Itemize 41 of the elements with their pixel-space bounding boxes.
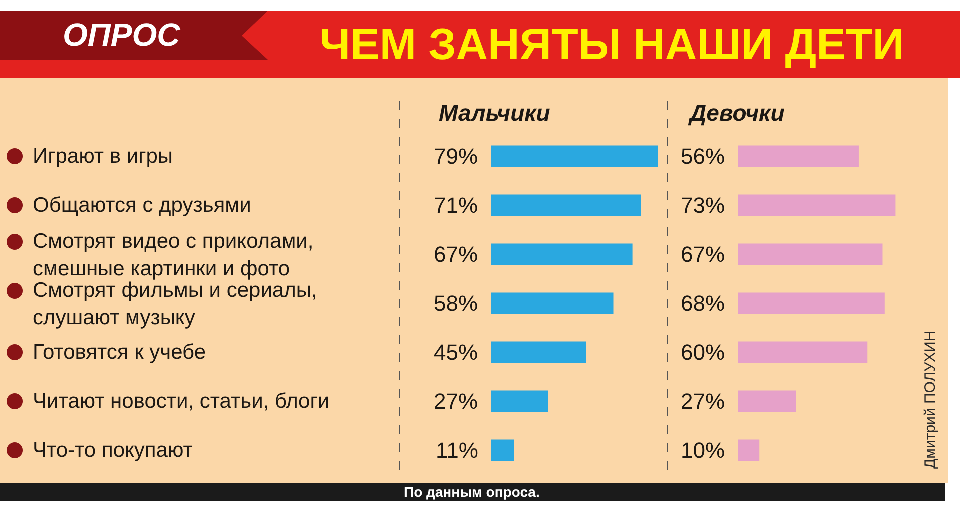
bar [738, 342, 868, 364]
data-label: 67% [681, 242, 726, 267]
series-label: Мальчики [439, 100, 550, 126]
bar [738, 292, 885, 314]
data-label: 27% [434, 389, 478, 414]
bar [491, 194, 642, 216]
data-label: 45% [434, 340, 478, 365]
data-label: 71% [434, 193, 478, 218]
text: ОПРОС [63, 17, 182, 53]
y-tick-label: Готовятся к учебе [33, 341, 206, 364]
data-label: 58% [434, 291, 478, 316]
bar [738, 440, 760, 462]
data-label: 67% [434, 242, 478, 267]
data-label: 27% [681, 389, 726, 414]
bar [491, 146, 658, 168]
data-label: 68% [681, 291, 726, 316]
bar [738, 146, 859, 168]
bar [491, 244, 633, 266]
text: По данным опроса. [404, 484, 540, 500]
y-tick-label: Общаются с друзьями [33, 194, 252, 217]
bar [738, 194, 896, 216]
y-tick-label: Что-то покупают [33, 439, 194, 462]
text: Дмитрий ПОЛУХИН [922, 330, 939, 469]
chart-title: ЧЕМ ЗАНЯТЫ НАШИ ДЕТИ [320, 20, 904, 70]
data-label: 73% [681, 193, 726, 218]
bar [491, 440, 514, 462]
bar [738, 244, 883, 266]
bar [491, 390, 548, 412]
y-tick-label: Играют в игры [33, 145, 174, 168]
bar [491, 342, 586, 364]
y-tick-label: Читают новости, статьи, блоги [33, 390, 330, 413]
series-label: Девочки [688, 100, 785, 126]
data-label: 79% [434, 144, 478, 169]
y-tick-label: Смотрят фильмы и сериалы, слушают музыку [33, 279, 318, 330]
data-label: 11% [436, 438, 478, 463]
data-label: 56% [681, 144, 726, 169]
bar [738, 390, 796, 412]
data-label: 10% [681, 438, 726, 463]
bar [491, 292, 614, 314]
y-tick-label: Смотрят видео с приколами, смешные картинки и фото [33, 230, 314, 280]
data-label: 60% [681, 340, 726, 365]
